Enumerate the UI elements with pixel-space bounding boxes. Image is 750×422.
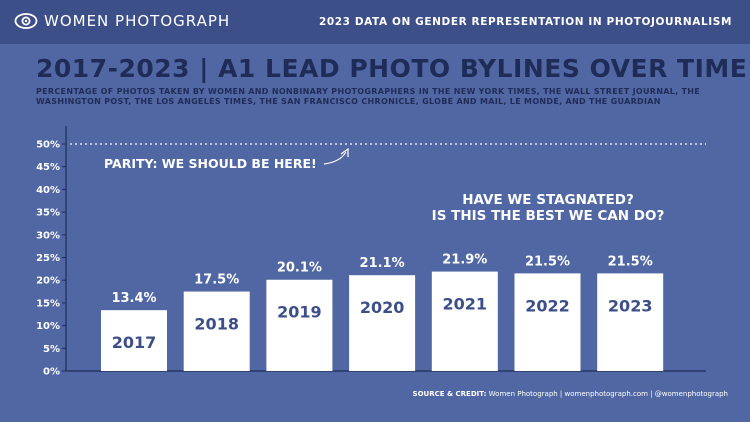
data-label: 21.9% [442,253,487,268]
category-label: 2020 [360,298,405,317]
y-tick-label: 30% [36,230,60,241]
source-label: SOURCE & CREDIT: [412,390,487,398]
arrow-head-icon [340,147,349,157]
bar [431,271,498,371]
category-label: 2018 [194,315,239,334]
y-tick-label: 40% [36,185,60,196]
y-tick-label: 50% [36,140,60,151]
chart-title: 2017-2023 | A1 LEAD PHOTO BYLINES OVER T… [36,54,748,83]
brand-logo[interactable]: WOMEN PHOTOGRAPH [14,10,230,32]
bar [266,279,333,371]
source-text: Women Photograph | womenphotograph.com |… [486,390,728,398]
data-label: 17.5% [194,273,239,288]
annotation-line: IS THIS THE BEST WE CAN DO? [432,208,665,224]
bar [101,310,167,371]
data-label: 21.5% [608,254,653,269]
category-label: 2023 [608,296,653,315]
data-label: 13.4% [111,291,156,306]
data-label: 20.1% [277,261,322,276]
data-label: 21.1% [360,256,405,271]
y-tick-label: 5% [43,344,60,355]
header-title: 2023 DATA ON GENDER REPRESENTATION IN PH… [318,16,732,28]
category-label: 2019 [277,303,322,322]
bar [349,275,416,371]
bar [597,273,664,371]
y-tick-label: 35% [36,208,60,219]
brand-name: WOMEN PHOTOGRAPH [44,12,231,30]
y-tick-label: 15% [36,298,60,309]
source-credit: SOURCE & CREDIT: Women Photograph | wome… [413,390,728,398]
y-tick-label: 45% [36,162,60,173]
y-tick-label: 25% [36,253,60,264]
parity-label: PARITY: WE SHOULD BE HERE! [104,156,317,171]
chart-subtitle: PERCENTAGE OF PHOTOS TAKEN BY WOMEN AND … [36,87,701,106]
parity-arrow [323,151,347,165]
annotation-line: HAVE WE STAGNATED? [462,192,634,208]
y-tick-label: 20% [36,276,60,287]
bar [514,273,581,371]
category-label: 2021 [443,295,488,314]
category-label: 2017 [112,333,157,352]
data-label: 21.5% [525,254,570,269]
y-tick-label: 0% [43,367,60,378]
header-bar: WOMEN PHOTOGRAPH 2023 DATA ON GENDER REP… [0,0,750,44]
bar [183,291,250,371]
eye-logo-icon [14,13,38,29]
y-tick-label: 10% [36,321,60,332]
category-label: 2022 [525,296,570,315]
